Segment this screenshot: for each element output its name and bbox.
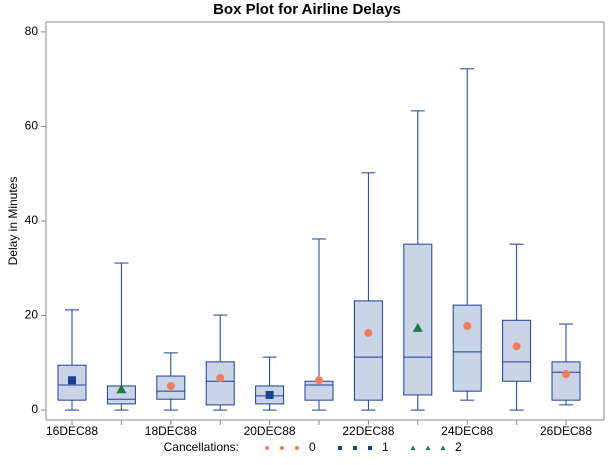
legend-marker [338,446,342,450]
box [205,361,235,406]
legend-marker [353,446,357,450]
box [403,243,433,396]
mean-marker [68,376,76,385]
box [502,319,532,382]
x-tick-label: 22DEC88 [342,424,394,438]
legend-title: Cancellations: [164,440,239,454]
y-tick-label: 20 [25,308,39,322]
x-tick-label: 24DEC88 [441,424,493,438]
y-tick-label: 60 [25,119,39,133]
legend-marker [410,445,416,450]
mean-marker [216,373,225,382]
legend-marker [265,446,269,450]
legend-label: 0 [309,440,316,454]
mean-marker [512,342,521,351]
mean-marker [315,376,323,385]
legend-label: 1 [382,440,389,454]
chart-title: Box Plot for Airline Delays [213,1,401,18]
x-tick-label: 20DEC88 [244,424,296,438]
legend-marker [425,445,431,450]
legend-label: 2 [455,440,462,454]
legend-marker [295,446,299,450]
legend-marker [368,446,372,450]
legend-marker [280,446,284,450]
x-tick-label: 26DEC88 [540,424,592,438]
y-axis-label: Delay in Minutes [6,177,20,266]
mean-marker [364,329,373,338]
mean-marker [412,322,423,332]
mean-marker [463,321,472,330]
y-tick-label: 40 [25,213,39,227]
box [452,304,482,392]
y-tick-label: 80 [25,24,39,38]
y-tick-label: 0 [31,402,38,416]
legend-marker [440,445,446,450]
x-tick-label: 16DEC88 [46,424,98,438]
mean-marker [265,390,274,399]
box [551,361,581,401]
mean-marker [562,370,570,379]
box [353,300,383,401]
mean-marker [166,381,175,390]
mean-marker [116,384,127,394]
x-tick-label: 18DEC88 [145,424,197,438]
